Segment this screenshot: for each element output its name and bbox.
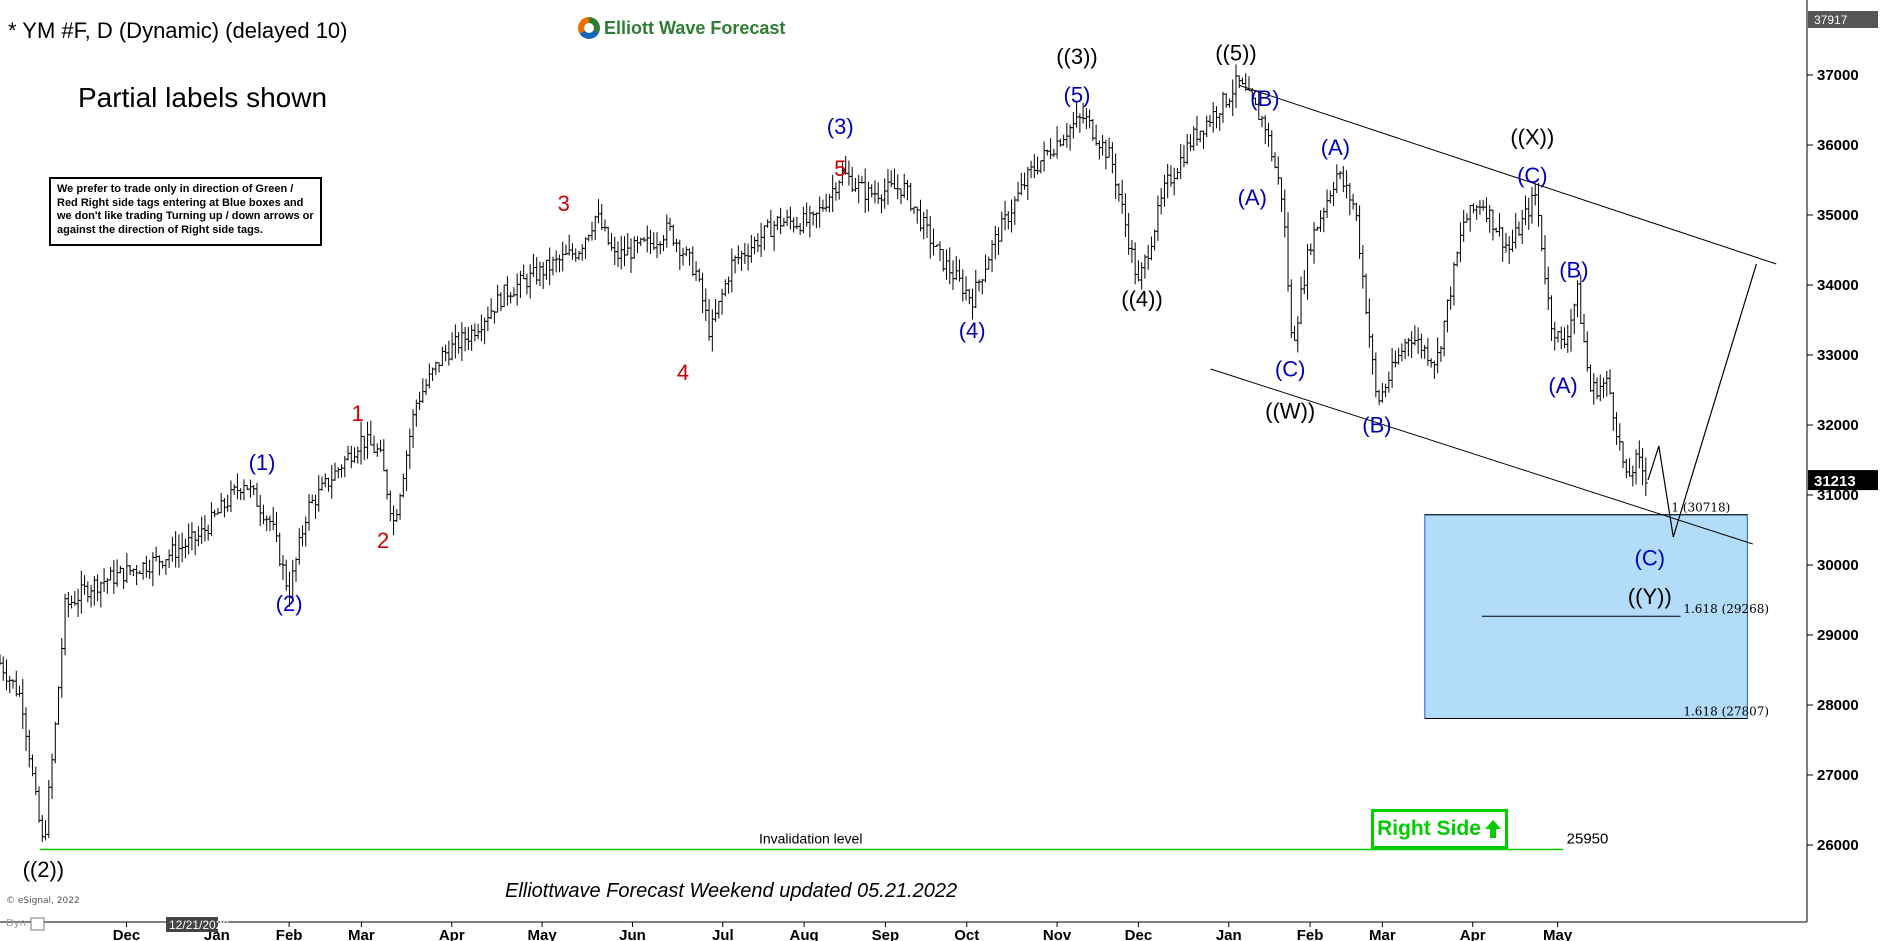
time-tick-label: Jun xyxy=(619,927,646,941)
wave-label: ((4)) xyxy=(1121,287,1163,312)
wave-label: ((X)) xyxy=(1510,125,1554,150)
wave-label: ((2)) xyxy=(23,857,65,882)
chart-title: * YM #F, D (Dynamic) (delayed 10) xyxy=(8,18,348,43)
invalidation-label: Invalidation level xyxy=(759,831,863,847)
trading-note-box: We prefer to trade only in direction of … xyxy=(49,177,322,246)
time-tick-label: Feb xyxy=(276,927,303,941)
time-tick-label: Sep xyxy=(872,927,900,941)
wave-labels: ((2)) (1) (2) 1 2 3 4 (3) 5 (4) ((3)) (5) ((4)) ((5))… xyxy=(23,41,1672,883)
wave-label: ((5)) xyxy=(1215,41,1257,66)
time-tick-label: Mar xyxy=(348,927,375,941)
partial-labels-note: Partial labels shown xyxy=(78,82,328,113)
top-price-tag xyxy=(1808,11,1878,28)
wave-label: (4) xyxy=(959,318,986,343)
price-tick-label: 27000 xyxy=(1817,767,1859,784)
price-tick-label: 28000 xyxy=(1817,697,1859,714)
top-price-tag-text: 37917 xyxy=(1814,13,1848,27)
wave-label: (5) xyxy=(1064,83,1091,108)
price-tick-label: 33000 xyxy=(1817,347,1859,364)
wave-label: (C) xyxy=(1635,546,1666,571)
wave-label: ((3)) xyxy=(1056,44,1098,69)
cursor-date-text: 12/21/2020 xyxy=(169,918,229,932)
price-tick-label: 37000 xyxy=(1817,67,1859,84)
time-tick-label: Jan xyxy=(1216,927,1242,941)
time-tick-label: Aug xyxy=(790,927,819,941)
time-tick-label: Mar xyxy=(1369,927,1396,941)
time-tick-label: Dec xyxy=(113,927,141,941)
trading-note-text: We prefer to trade only in direction of … xyxy=(57,183,314,236)
projection-path xyxy=(1647,263,1757,538)
time-tick-label: May xyxy=(528,927,558,941)
wave-label: (B) xyxy=(1362,413,1391,438)
plot-area[interactable] xyxy=(0,0,1807,922)
wave-label: (3) xyxy=(827,114,854,139)
esignal-copyright: © eSignal, 2022 xyxy=(6,896,80,906)
right-side-tag: Right Side xyxy=(1371,809,1508,849)
current-price-tag-text: 31213 xyxy=(1814,473,1856,490)
price-tick-label: 26000 xyxy=(1817,837,1859,854)
channel-line-lower xyxy=(1210,368,1753,545)
brand-name: Elliott Wave Forecast xyxy=(604,17,786,38)
time-tick-label: Dec xyxy=(1125,927,1153,941)
invalidation-value: 25950 xyxy=(1567,831,1609,848)
price-tick-label: 30000 xyxy=(1817,557,1859,574)
wave-label: ((W)) xyxy=(1265,399,1315,424)
time-tick-label: Oct xyxy=(954,927,979,941)
wave-label: 4 xyxy=(677,360,689,385)
fib-level-label: 1.618 (27807) xyxy=(1683,705,1769,719)
fib-level-label: 1 (30718) xyxy=(1671,501,1730,515)
wave-label: 3 xyxy=(558,191,570,216)
wave-channel xyxy=(1210,85,1777,545)
wave-label: 2 xyxy=(377,528,389,553)
brand[interactable]: Elliott Wave Forecast xyxy=(578,17,785,39)
wave-label: 1 xyxy=(352,401,364,426)
time-tick-label: Apr xyxy=(1460,927,1486,941)
wave-label: (B) xyxy=(1559,258,1588,283)
right-side-label: Right Side xyxy=(1377,817,1481,840)
time-axis[interactable]: Dec Jan Feb Mar Apr May Jun Jul Aug Sep Oct Nov Dec J… xyxy=(113,922,1573,941)
wave-label: (A) xyxy=(1548,373,1577,398)
current-price-tag xyxy=(1808,470,1878,491)
elliott-wave-logo-icon xyxy=(578,17,600,39)
time-tick-label: Nov xyxy=(1043,927,1072,941)
time-tick-label: Jul xyxy=(712,927,734,941)
price-tick-label: 34000 xyxy=(1817,277,1859,294)
ohlc-bars xyxy=(0,64,1648,843)
wave-label: (1) xyxy=(249,450,276,475)
cursor-date-tag xyxy=(166,917,218,932)
wave-label: (A) xyxy=(1238,185,1267,210)
up-arrow-icon xyxy=(1484,820,1501,838)
time-tick-label: May xyxy=(1543,927,1573,941)
wave-label: (C) xyxy=(1275,357,1306,382)
wave-label: (2) xyxy=(276,591,303,616)
channel-line-upper xyxy=(1239,85,1777,265)
wave-label: (C) xyxy=(1517,163,1548,188)
wave-label: (A) xyxy=(1321,135,1350,160)
fib-level-label: 1.618 (29268) xyxy=(1683,602,1769,616)
price-tick-label: 36000 xyxy=(1817,137,1859,154)
price-axis[interactable]: 26000 27000 28000 29000 30000 31000 32000 33000… xyxy=(1807,67,1859,854)
update-footer: Elliottwave Forecast Weekend updated 05.… xyxy=(505,880,958,902)
wave-label: 5 xyxy=(834,156,846,181)
price-tick-label: 29000 xyxy=(1817,627,1859,644)
wave-label: (B) xyxy=(1250,86,1279,111)
dyn-toggle-icon[interactable] xyxy=(30,917,45,931)
fib-levels: 1 (30718) 1.618 (29268) 1.618 (27807) xyxy=(1424,501,1769,720)
price-tick-label: 32000 xyxy=(1817,417,1859,434)
time-tick-label: Feb xyxy=(1297,927,1324,941)
wave-label: ((Y)) xyxy=(1628,584,1672,609)
price-tick-label: 35000 xyxy=(1817,207,1859,224)
time-tick-label: Apr xyxy=(439,927,465,941)
price-tick-label: 31000 xyxy=(1817,487,1859,504)
dyn-label: Dyn xyxy=(6,918,26,929)
